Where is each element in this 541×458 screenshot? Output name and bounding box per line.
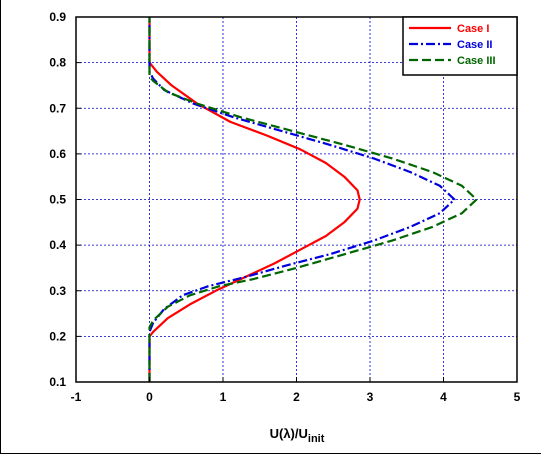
y-tick-label: 0.2 (49, 329, 66, 343)
grid (76, 17, 517, 382)
y-tick-label: 0.6 (49, 147, 66, 161)
y-tick-label: 0.7 (49, 101, 66, 115)
legend: Case I Case II Case III (402, 16, 518, 76)
legend-box (402, 16, 518, 76)
x-tick-label: 1 (220, 390, 227, 404)
y-tick-label: 0.4 (49, 238, 66, 252)
series-lines (148, 17, 478, 382)
x-axis-label-subscript: init (308, 433, 325, 445)
x-tick-label: 0 (146, 390, 153, 404)
x-tick-label: 3 (367, 390, 374, 404)
legend-label-1: Case I (457, 23, 489, 35)
y-tick-label: 0.3 (49, 284, 66, 298)
legend-label-3: Case III (457, 55, 496, 67)
x-tick-label: 4 (440, 390, 447, 404)
x-tick-label: 5 (514, 390, 521, 404)
series-line-1 (148, 17, 361, 382)
x-axis-label: U(λ)/Uinit (270, 426, 325, 445)
y-tick-label: 0.5 (49, 193, 66, 207)
x-tick-label: -1 (71, 390, 82, 404)
y-tick-label: 0.9 (49, 10, 66, 24)
y-axis-ticks: 0.1 0.2 0.3 0.4 0.5 0.6 0.7 0.8 0.9 (49, 10, 81, 389)
legend-label-2: Case II (457, 39, 492, 51)
x-axis-label-main: U(λ)/U (270, 426, 308, 441)
x-axis-ticks: -1 0 1 2 3 4 5 (71, 377, 521, 404)
x-tick-label: 2 (293, 390, 300, 404)
y-tick-label: 0.1 (49, 375, 66, 389)
y-tick-label: 0.8 (49, 56, 66, 70)
